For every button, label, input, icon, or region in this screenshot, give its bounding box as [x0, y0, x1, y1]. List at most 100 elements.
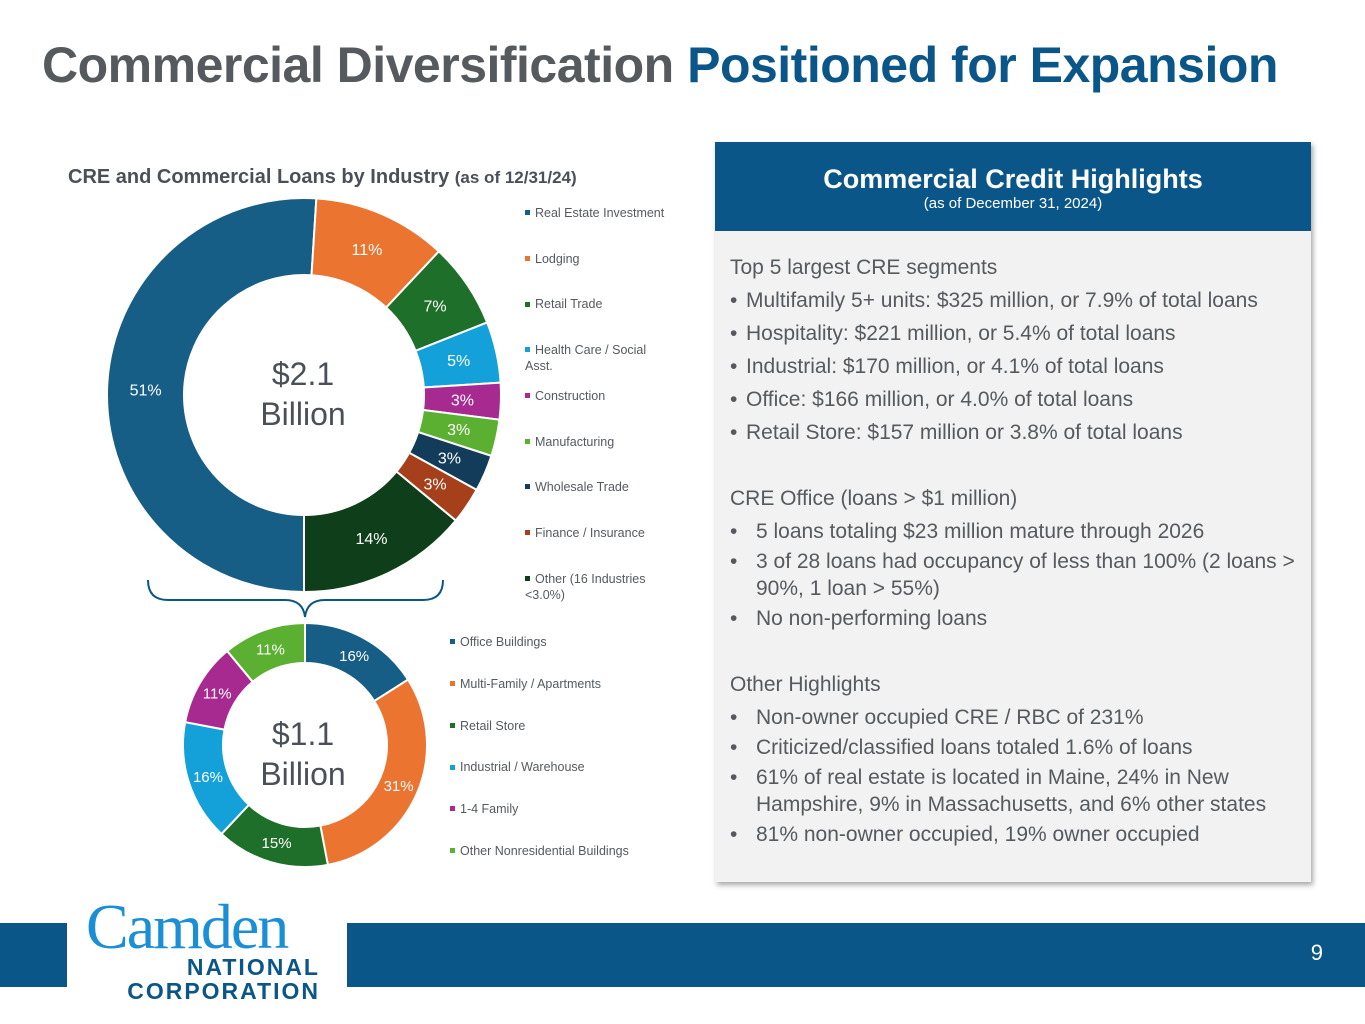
card-subtitle: (as of December 31, 2024)	[923, 195, 1103, 212]
donut2-data-label-2: 15%	[262, 835, 292, 852]
bullet-dot: •	[730, 322, 738, 345]
donut1-data-label-7: 3%	[424, 477, 447, 494]
bullet-text: 81% non-owner occupied, 19% owner occupi…	[756, 823, 1200, 846]
bullet-dot: •	[730, 289, 738, 312]
donut1-data-label-0: 51%	[130, 383, 162, 400]
donut1-legend-label-5: Manufacturing	[535, 434, 615, 449]
donut1-legend-item-6: Wholesale Trade	[525, 479, 665, 495]
donut2-legend-swatch-5	[450, 848, 455, 854]
bullet-text: Industrial: $170 million, or 4.1% of tot…	[746, 355, 1164, 378]
bullet-text: Hospitality: $221 million, or 5.4% of to…	[746, 322, 1176, 345]
donut1-legend-swatch-6	[525, 484, 530, 490]
bullet: • 61% of real estate is located in Maine,…	[730, 764, 1311, 818]
donut1-legend-item-1: Lodging	[525, 251, 665, 267]
bullet-text: 5 loans totaling $23 million mature thro…	[756, 520, 1205, 543]
donut1-legend-item-3: Health Care / Social Asst.	[525, 342, 665, 374]
donut1-legend-label-0: Real Estate Investment	[535, 206, 665, 220]
donut1-legend-label-2: Retail Trade	[535, 297, 603, 312]
donut2-data-label-4: 11%	[203, 685, 232, 702]
donut1-center-amount: $2.1	[271, 356, 335, 392]
section-cre-office: CRE Office (loans > $1 million) • 5 loans…	[730, 482, 1311, 632]
section-heading: Top 5 largest CRE segments	[730, 256, 998, 279]
donut-chart-cre: 16% 31% 15% 16% 11% 11%	[182, 621, 428, 868]
donut2-data-label-0: 16%	[339, 648, 369, 665]
donut2-legend-swatch-3	[450, 764, 455, 770]
bullet: • 3 of 28 loans had occupancy of less tha…	[730, 548, 1311, 602]
donut1-legend-swatch-0	[525, 210, 530, 216]
donut2-legend-label-4: 1-4 Family	[460, 802, 519, 817]
section-other: Other Highlights • Non-owner occupied CRE…	[730, 668, 1311, 848]
logo-background	[67, 892, 347, 1024]
donut1-legend-label-7: Finance / Insurance	[535, 525, 645, 540]
bullet: • 81% non-owner occupied, 19% owner occup…	[730, 821, 1311, 848]
donut2-legend-label-5: Other Nonresidential Buildings	[460, 844, 629, 858]
bullet-dot: •	[730, 736, 738, 759]
card-body: Top 5 largest CRE segments • Multifamily …	[715, 231, 1311, 848]
donut-charts: 51% 11% 7% 5% 3% 3% 3% 3% 14% 16% 31% 15% 16% 11% 11%	[106, 197, 502, 868]
donut-chart-industry: 51% 11% 7% 5% 3% 3% 3% 3% 14%	[106, 197, 502, 594]
donut1-legend-swatch-8	[525, 575, 530, 581]
bullet-text: No non-performing loans	[756, 607, 988, 630]
bullet-dot: •	[730, 823, 738, 846]
bullet-text: 3 of 28 loans had occupancy of less than…	[756, 550, 1295, 600]
chart-subtitle: (as of 12/31/24)	[454, 168, 577, 187]
card-header: Commercial Credit Highlights (as of Dece…	[715, 142, 1311, 231]
donut1-legend-item-2: Retail Trade	[525, 296, 665, 312]
donut2-legend-swatch-1	[450, 681, 455, 686]
donut1-legend-label-6: Wholesale Trade	[535, 480, 629, 495]
bullet-text: Criticized/classified loans totaled 1.6%…	[756, 736, 1193, 759]
section-heading: Other Highlights	[730, 673, 881, 696]
bullet: • Industrial: $170 million, or 4.1% of to…	[730, 350, 1311, 383]
title-part-1: Commercial Diversification	[42, 37, 674, 93]
donut1-legend-swatch-7	[525, 530, 530, 536]
donut2-data-label-1: 31%	[384, 778, 414, 795]
logo-subtitle: NATIONAL CORPORATION	[110, 955, 320, 1003]
bullet-text: Multifamily 5+ units: $325 million, or 7…	[746, 289, 1258, 312]
page-number: 9	[1310, 940, 1323, 965]
donut2-legend-swatch-4	[450, 806, 455, 812]
donut1-data-label-5: 3%	[447, 422, 470, 439]
donut1-legend-item-8: Other (16 Industries <3.0%)	[525, 571, 665, 603]
donut1-data-label-1: 11%	[352, 242, 383, 259]
donut2-legend-item-2: Retail Store	[450, 718, 640, 734]
donut1-legend-swatch-1	[525, 255, 530, 261]
donut1-legend-label-3: Health Care / Social Asst.	[525, 343, 647, 374]
connector-brace	[147, 579, 444, 618]
donut2-legend-label-0: Office Buildings	[460, 635, 547, 649]
bullet-dot: •	[730, 607, 738, 630]
section-heading: CRE Office (loans > $1 million)	[730, 487, 1018, 510]
bullet-dot: •	[730, 520, 738, 543]
donut1-center-label: $2.1 Billion	[203, 354, 403, 434]
bullet-dot: •	[730, 421, 738, 444]
bullet-dot: •	[730, 706, 738, 729]
bullet: • Criticized/classified loans totaled 1.6…	[730, 734, 1311, 761]
donut1-slice-8	[303, 470, 458, 594]
donut2-center-label: $1.1 Billion	[203, 714, 403, 794]
donut2-data-label-5: 11%	[256, 641, 285, 658]
donut2-legend-swatch-0	[450, 639, 455, 645]
donut2-legend-item-1: Multi-Family / Apartments	[450, 676, 640, 692]
logo-line-1: NATIONAL	[186, 954, 320, 980]
donut1-legend-swatch-3	[525, 347, 530, 353]
donut1-legend-item-0: Real Estate Investment	[525, 205, 665, 221]
bullet-text: Non-owner occupied CRE / RBC of 231%	[756, 706, 1144, 729]
bullet-text: Office: $166 million, or 4.0% of total l…	[746, 388, 1134, 411]
donut2-legend-label-3: Industrial / Warehouse	[460, 760, 585, 775]
donut1-data-label-8: 14%	[355, 531, 387, 548]
donut1-legend-item-7: Finance / Insurance	[525, 525, 665, 541]
bullet: • No non-performing loans	[730, 605, 1311, 632]
donut1-legend-swatch-5	[525, 438, 530, 444]
credit-highlights-card: Commercial Credit Highlights (as of Dece…	[715, 142, 1311, 882]
donut2-legend-item-3: Industrial / Warehouse	[450, 759, 640, 775]
chart-title-text: CRE and Commercial Loans by Industry	[68, 166, 450, 188]
donut1-data-label-6: 3%	[438, 451, 461, 468]
donut2-slice-5	[225, 621, 306, 684]
chart-title: CRE and Commercial Loans by Industry (as…	[68, 166, 577, 189]
donut2-center-unit: Billion	[260, 756, 346, 792]
donut1-legend-label-1: Lodging	[535, 251, 580, 266]
page-title: Commercial Diversification Positioned fo…	[42, 36, 1278, 94]
donut1-data-label-4: 3%	[451, 393, 474, 410]
logo-line-2: CORPORATION	[127, 978, 320, 1004]
section-top5: Top 5 largest CRE segments • Multifamily …	[730, 251, 1311, 449]
bullet-text: 61% of real estate is located in Maine, …	[756, 766, 1267, 816]
